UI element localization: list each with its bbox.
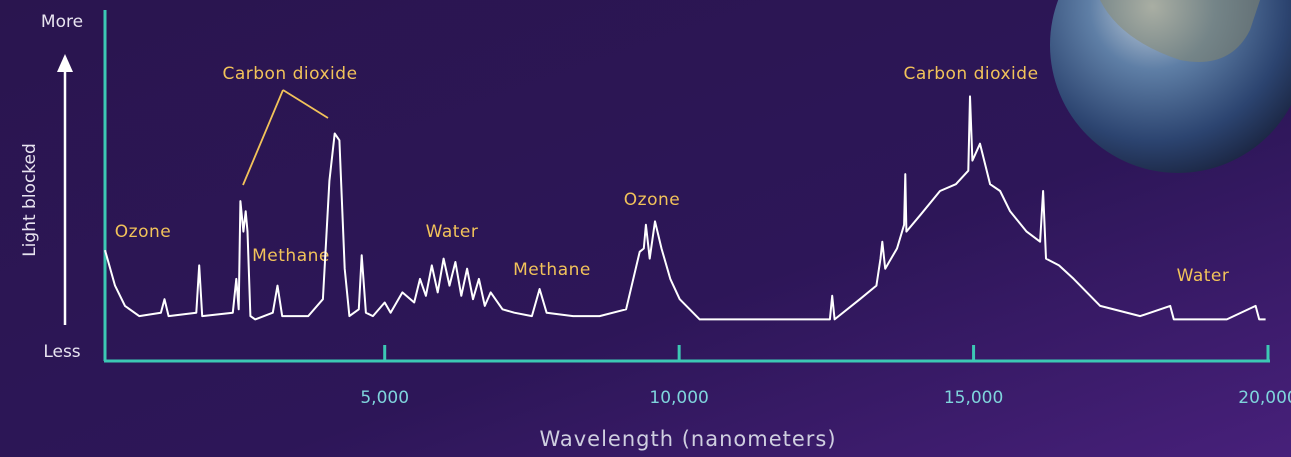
annotation: Water xyxy=(1177,266,1230,286)
annotation: Water xyxy=(426,222,479,242)
x-tick-label: 10,000 xyxy=(649,388,708,408)
x-tick-label: 15,000 xyxy=(944,388,1003,408)
y-arrow-head xyxy=(57,54,73,72)
x-axis-label: Wavelength (nanometers) xyxy=(539,427,836,451)
annotation: Carbon dioxide xyxy=(903,64,1038,84)
x-tick-label: 20,000 xyxy=(1238,388,1291,408)
annotation-pointer xyxy=(242,89,329,186)
annotation: Methane xyxy=(252,246,330,266)
x-tick-label: 5,000 xyxy=(360,388,409,408)
y-axis-label: Light blocked xyxy=(20,143,40,257)
y-tick-label: Less xyxy=(43,342,80,362)
annotation: Carbon dioxide xyxy=(222,64,357,84)
spectrum-line xyxy=(104,95,1266,321)
y-tick-label: More xyxy=(41,12,83,32)
annotation: Ozone xyxy=(624,190,680,210)
annotation: Methane xyxy=(513,260,591,280)
annotation: Ozone xyxy=(115,222,171,242)
earth-land xyxy=(1100,0,1260,62)
